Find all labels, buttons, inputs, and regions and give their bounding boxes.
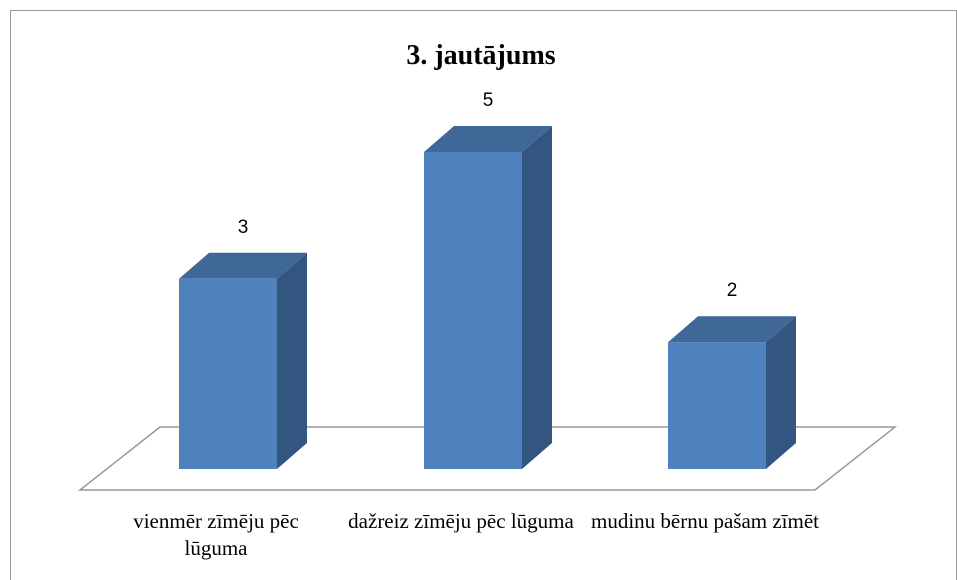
bar-top	[179, 252, 307, 279]
value-label: 5	[483, 90, 494, 111]
bar-side	[277, 252, 307, 469]
category-label: vienmēr zīmēju pēc lūguma	[133, 509, 299, 560]
category-label: dažreiz zīmēju pēc lūguma	[348, 509, 574, 533]
bar-top	[424, 126, 552, 152]
value-label: 2	[727, 280, 738, 301]
bar	[179, 278, 277, 469]
value-label: 3	[238, 217, 249, 238]
bar-side	[522, 126, 552, 469]
bar	[424, 152, 522, 469]
bar-top	[668, 316, 796, 343]
floor	[77, 426, 898, 491]
bar	[668, 342, 766, 469]
chart-title: 3. jautājums	[406, 40, 555, 71]
category-label: mudinu bērnu pašam zīmēt	[590, 509, 820, 533]
bar-side	[766, 316, 796, 469]
